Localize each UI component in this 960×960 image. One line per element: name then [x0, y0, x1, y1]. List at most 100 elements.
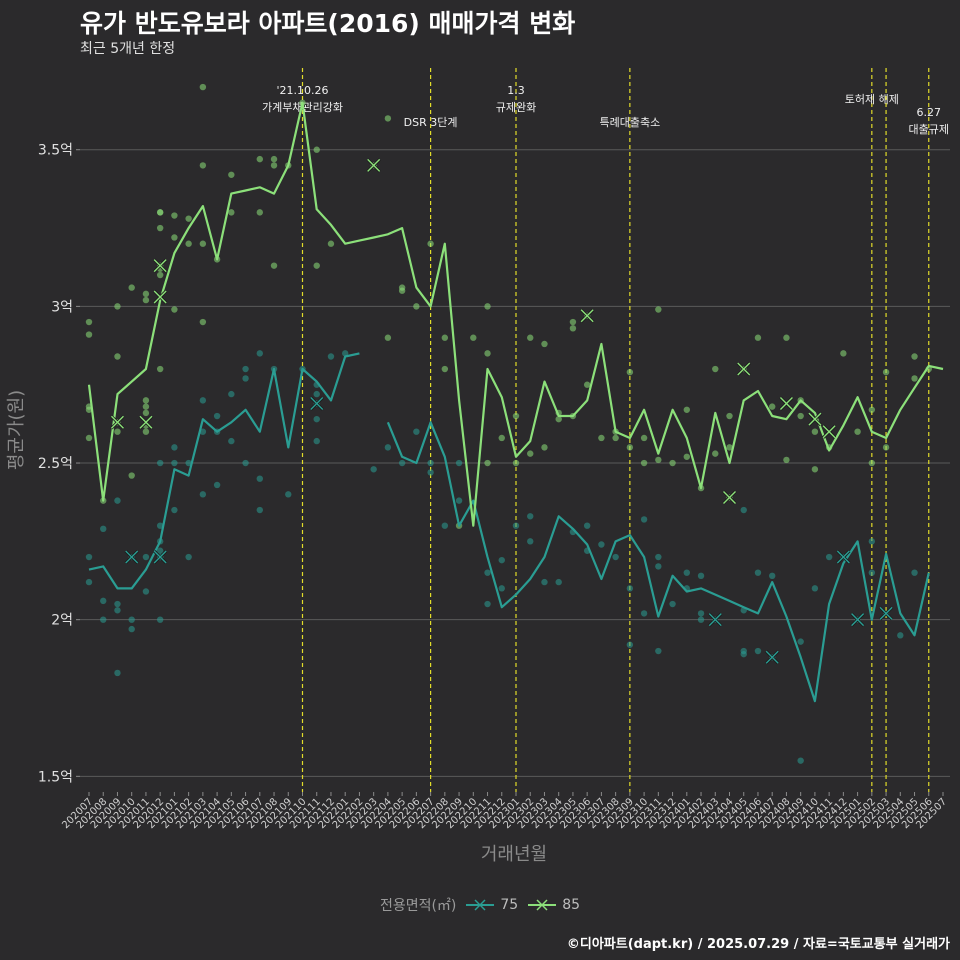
x-mark-85-0 [110, 415, 125, 430]
point-85-30 [185, 240, 192, 247]
point-75-6 [114, 607, 121, 614]
point-85-83 [655, 456, 662, 464]
point-85-32 [199, 162, 207, 169]
point-75-74 [626, 641, 634, 648]
x-mark-85-8 [779, 396, 794, 411]
point-85-27 [171, 234, 178, 241]
point-85-64 [512, 412, 520, 420]
xmark-layer [110, 158, 894, 665]
point-75-10 [128, 616, 135, 623]
event-label-202309-0: 특례대출축소 [599, 116, 660, 129]
grid-layer [80, 149, 950, 777]
point-75-23 [171, 444, 178, 451]
x-mark-85-4 [366, 158, 381, 173]
point-75-85 [697, 572, 705, 580]
point-85-81 [640, 434, 648, 442]
point-85-109 [882, 368, 890, 376]
point-75-66 [541, 578, 548, 586]
legend-label-75: 75 [500, 897, 519, 913]
point-75-44 [313, 390, 320, 398]
point-75-15 [156, 547, 164, 554]
x-mark-75-2 [309, 396, 324, 411]
point-85-18 [142, 428, 150, 435]
legend-key-75 [466, 899, 495, 911]
point-85-26 [171, 212, 178, 219]
point-85-106 [868, 459, 876, 467]
point-85-24 [156, 271, 164, 279]
x-mark-75-0 [124, 549, 139, 565]
point-75-57 [455, 459, 463, 467]
event-label-202301-0: 1.3 [507, 84, 525, 97]
point-75-54 [427, 459, 434, 467]
point-85-40 [270, 162, 278, 169]
point-75-98 [825, 553, 833, 561]
point-85-47 [327, 240, 335, 247]
point-75-62 [498, 585, 505, 592]
point-75-72 [612, 553, 619, 561]
point-75-18 [156, 522, 164, 529]
legend: 전용면적(㎡) 75 85 [0, 895, 960, 915]
y-tick-label-4: 3.5억 [38, 143, 73, 159]
point-85-36 [228, 171, 235, 178]
point-85-101 [811, 466, 819, 473]
point-85-3 [85, 406, 93, 413]
point-75-34 [242, 375, 249, 382]
event-label-202301-1: 규제완화 [496, 101, 536, 114]
point-75-32 [228, 437, 235, 445]
point-85-77 [612, 434, 619, 442]
point-75-84 [697, 610, 705, 617]
point-85-46 [313, 262, 320, 269]
point-75-47 [313, 437, 320, 445]
point-85-61 [484, 459, 491, 467]
point-75-104 [897, 632, 904, 639]
point-85-39 [256, 209, 263, 216]
x-mark-75-3 [708, 612, 723, 627]
point-75-96 [797, 757, 804, 764]
point-75-76 [640, 610, 648, 617]
point-75-83 [697, 616, 705, 623]
point-75-20 [156, 616, 164, 623]
point-85-0 [85, 318, 93, 326]
point-85-4 [85, 434, 93, 442]
point-85-29 [185, 215, 192, 222]
point-75-91 [754, 569, 762, 576]
point-85-98 [783, 456, 790, 464]
point-85-55 [441, 365, 449, 373]
point-75-58 [455, 497, 463, 504]
point-85-104 [840, 350, 847, 357]
point-75-97 [811, 585, 819, 592]
event-label-202110-0: '21.10.26 [276, 84, 328, 97]
point-85-111 [911, 375, 918, 382]
point-75-73 [626, 585, 634, 592]
point-85-110 [911, 353, 918, 360]
point-85-41 [270, 155, 278, 163]
point-75-30 [213, 481, 221, 489]
point-85-108 [882, 444, 890, 451]
point-85-93 [726, 412, 733, 420]
series-line-75-seg1 [386, 421, 930, 703]
legend-key-85 [528, 899, 557, 911]
axis-layer: 1.5억2억2.5억3억3.5억202007202008202009202010… [38, 143, 949, 831]
point-85-87 [683, 453, 690, 460]
point-75-77 [655, 553, 662, 561]
point-75-105 [911, 569, 918, 576]
point-75-90 [740, 650, 747, 658]
point-85-67 [541, 340, 548, 348]
point-75-80 [669, 600, 676, 608]
point-85-21 [156, 224, 164, 232]
point-75-38 [256, 475, 263, 482]
x-mark-85-10 [822, 424, 837, 439]
point-85-7 [114, 353, 121, 360]
point-75-87 [740, 506, 747, 514]
point-85-89 [712, 365, 719, 373]
x-mark-85-1 [138, 415, 153, 430]
point-75-22 [171, 506, 178, 514]
point-75-24 [185, 553, 192, 561]
x-mark-85-9 [807, 412, 822, 427]
point-85-6 [114, 303, 121, 310]
point-85-50 [384, 334, 392, 341]
point-85-80 [626, 444, 634, 451]
point-85-45 [313, 146, 320, 153]
x-mark-85-2 [153, 258, 168, 273]
